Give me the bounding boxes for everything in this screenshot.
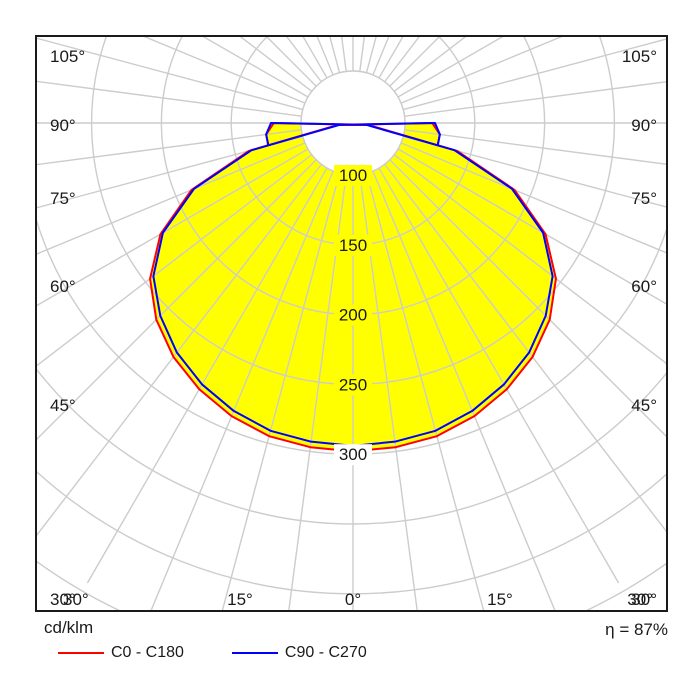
angle-label-right: 105° [622,47,657,66]
grid-spoke-inner [384,163,556,452]
legend-item-c0-c180[interactable]: C0 - C180 [44,644,184,662]
angle-label-right: 30° [631,590,657,609]
grid-spoke-inner [150,148,309,390]
grid-spoke-inner [35,35,305,103]
angle-label-bottom: 30° [63,590,89,609]
grid-spoke [239,37,313,92]
grid-spoke-inner [150,167,328,452]
radial-label-backdrop [334,444,372,466]
legend-label-c90-c270: C90 - C270 [284,644,367,661]
grid-spoke-inner [372,170,556,452]
grid-spoke [143,37,306,104]
angle-label-left: 105° [50,47,85,66]
radial-tick-label: 200 [339,306,367,325]
grid-spoke [400,37,563,104]
radial-label-backdrop [334,165,372,186]
radial-tick-label: 300 [339,445,367,464]
legend-label-c0-c180: C0 - C180 [111,644,184,661]
legend-unit-label: cd/klm [44,618,94,637]
legend-line-swatch-blue [231,652,278,654]
legend-entries: C0 - C180 C90 - C270 [44,642,668,664]
angle-label-left: 90° [50,116,76,135]
grid-spoke-inner [360,35,423,71]
radial-tick-label: 150 [339,236,367,255]
grid-spoke [37,80,302,117]
angle-label-bottom: 15° [227,590,253,609]
grid-spoke-inner [150,142,306,327]
grid-spoke [404,129,666,165]
grid-spoke-inner [150,154,313,447]
grid-spoke [397,37,504,98]
angle-label-left: 75° [50,189,76,208]
grid-spoke-inner [284,35,347,71]
legend-line-swatch-red [58,652,104,654]
grid-spoke-inner [389,159,556,452]
grid-spoke [37,135,303,209]
grid-spoke-inner [150,163,322,452]
angle-label-left: 60° [50,277,76,296]
grid-spoke [359,37,366,72]
legend-item-c90-c270[interactable]: C90 - C270 [218,644,367,662]
grid-spoke [202,37,309,98]
angle-label-bottom: 15° [487,590,513,609]
angle-label-bottom: 30° [627,590,653,609]
radial-tick-labels: 100 150 200 250 300 [334,165,372,466]
grid-spoke-inner [378,167,556,452]
grid-spoke-inner [397,148,556,390]
grid-spoke-inner [150,170,334,452]
angle-label-left: 45° [50,396,76,415]
legend: cd/klm C0 - C180 C90 - C270 [44,618,668,680]
grid-spoke-inner [214,173,341,452]
radial-label-backdrop [334,374,372,396]
grid-spoke-inner [393,154,556,447]
grid-spoke [393,37,467,92]
grid-spoke [403,135,666,208]
grid-spoke [403,38,666,111]
grid-spoke [37,129,302,166]
grid-spoke-inner [400,142,556,327]
grid-spoke [404,81,666,117]
grid-spoke-inner [150,159,317,452]
angle-label-bottom: 0° [345,590,361,609]
polar-chart-frame: 100 150 200 250 300 105° 90° 75° 60° 45° 30° 105° 9… [35,35,668,612]
angle-label-right: 75° [631,189,657,208]
polar-plot-svg: 100 150 200 250 300 105° 90° 75° 60° 45° 30° 105° 9… [35,35,668,610]
angular-tick-labels: 105°90°75°60°45°30°105°90°75°60°45°30°30… [50,47,657,609]
angle-label-right: 60° [631,277,657,296]
grid-spoke [340,37,347,72]
angle-label-right: 90° [631,116,657,135]
angle-label-left: 30° [50,590,76,609]
radial-tick-label: 100 [339,166,367,185]
radial-label-backdrop [334,234,372,256]
angle-label-right: 45° [631,396,657,415]
radial-tick-label: 250 [339,375,367,394]
efficiency-label: η = 87% [605,620,668,639]
grid-spoke-inner [401,35,668,103]
radial-label-backdrop [334,304,372,326]
grid-spoke-inner [365,173,492,452]
grid-spoke [37,37,303,111]
